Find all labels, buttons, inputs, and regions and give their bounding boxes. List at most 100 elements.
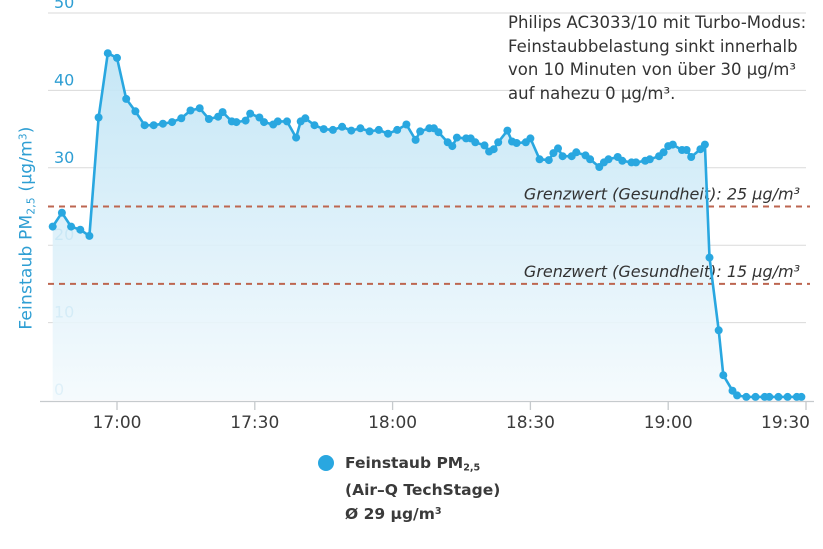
data-point (122, 94, 131, 103)
data-point (310, 121, 319, 130)
x-tick-label: 19:00 (644, 413, 693, 433)
data-point (700, 140, 709, 149)
y-tick-label: 50 (54, 0, 74, 12)
data-point (797, 392, 806, 401)
x-tick-label: 19:30 (761, 413, 810, 433)
threshold-label-25: Grenzwert (Gesundheit): 25 µg/m³ (524, 185, 800, 204)
data-point (338, 122, 347, 131)
data-point (273, 117, 282, 126)
y-axis-title: Feinstaub PM2,5 (µg/m3) (16, 126, 38, 330)
data-point (241, 116, 250, 125)
annotation-line: auf nahezu 0 µg/m³. (508, 83, 676, 103)
legend-series-source: (Air–Q TechStage) (345, 481, 501, 500)
data-point (149, 121, 158, 130)
data-point (76, 225, 85, 234)
x-tick-label: 18:00 (368, 413, 417, 433)
data-point (783, 392, 792, 401)
annotation-line: Philips AC3033/10 mit Turbo-Modus: (508, 13, 807, 32)
data-point (751, 392, 760, 401)
data-point (512, 139, 521, 147)
data-point (393, 125, 402, 134)
y-tick-label: 40 (54, 70, 74, 89)
data-point (319, 125, 328, 134)
data-point (168, 118, 177, 127)
data-point (103, 49, 112, 58)
data-point (57, 208, 66, 217)
data-point (402, 120, 411, 129)
data-point (246, 109, 255, 118)
data-point (489, 145, 498, 154)
data-point (471, 138, 480, 147)
data-point (687, 153, 696, 161)
data-point (347, 126, 356, 135)
data-point (113, 53, 121, 62)
data-point (218, 108, 227, 117)
data-point (140, 121, 149, 130)
data-point (535, 155, 544, 164)
data-point (260, 118, 268, 127)
data-point (94, 113, 103, 122)
data-point (742, 392, 751, 401)
data-point (356, 124, 365, 133)
data-point (452, 133, 461, 142)
data-point (480, 141, 489, 150)
x-tick-label: 17:00 (93, 413, 142, 433)
x-tick-label: 17:30 (230, 413, 279, 433)
data-point (526, 134, 535, 143)
data-point (158, 119, 167, 128)
data-point (301, 114, 310, 123)
data-point (292, 133, 301, 142)
data-point (365, 127, 374, 136)
data-point (554, 144, 562, 153)
data-point (558, 152, 567, 161)
series-area-fill (52, 53, 802, 400)
x-tick-label: 18:30 (506, 413, 555, 433)
data-point (131, 107, 140, 116)
data-point (714, 326, 723, 335)
data-point (765, 392, 774, 401)
y-tick-label: 30 (54, 148, 74, 167)
legend-item-pm25[interactable]: Feinstaub PM2,5 (Air–Q TechStage) Ø 29 µ… (345, 452, 500, 525)
data-point (283, 117, 291, 126)
data-point (177, 114, 186, 123)
legend-series-average: Ø 29 µg/m3 (345, 505, 442, 524)
data-point (416, 127, 425, 136)
data-point (618, 156, 627, 165)
data-point (544, 156, 553, 165)
data-point (719, 371, 728, 380)
data-point (733, 391, 742, 400)
data-point (85, 231, 94, 240)
data-point (586, 155, 595, 164)
data-point (572, 148, 581, 157)
chart-annotation: Philips AC3033/10 mit Turbo-Modus: Feins… (508, 11, 818, 105)
data-point (645, 155, 654, 164)
data-point (659, 148, 668, 157)
data-point (632, 158, 640, 167)
data-point (705, 253, 714, 262)
data-point (374, 125, 383, 134)
data-point (67, 222, 76, 231)
data-point (411, 135, 420, 144)
data-point (384, 129, 392, 138)
data-point (494, 138, 503, 147)
legend-series-marker[interactable] (318, 455, 334, 471)
data-point (774, 392, 783, 401)
data-point (448, 142, 457, 151)
annotation-line: Feinstaubbelastung sinkt innerhalb (508, 36, 798, 56)
legend-series-name: Feinstaub PM2,5 (345, 454, 481, 474)
data-point (328, 125, 337, 134)
data-point (682, 146, 691, 154)
legend: Feinstaub PM2,5 (Air–Q TechStage) Ø 29 µ… (318, 452, 500, 525)
data-point (48, 222, 57, 231)
data-point (668, 140, 677, 149)
data-point (195, 104, 204, 113)
data-point (604, 155, 613, 164)
threshold-label-15: Grenzwert (Gesundheit): 15 µg/m³ (524, 262, 800, 281)
data-point (434, 128, 443, 137)
data-point (232, 118, 241, 127)
data-point (503, 126, 512, 135)
data-point (204, 115, 213, 123)
annotation-line: von 10 Minuten von über 30 µg/m³ (508, 60, 796, 79)
